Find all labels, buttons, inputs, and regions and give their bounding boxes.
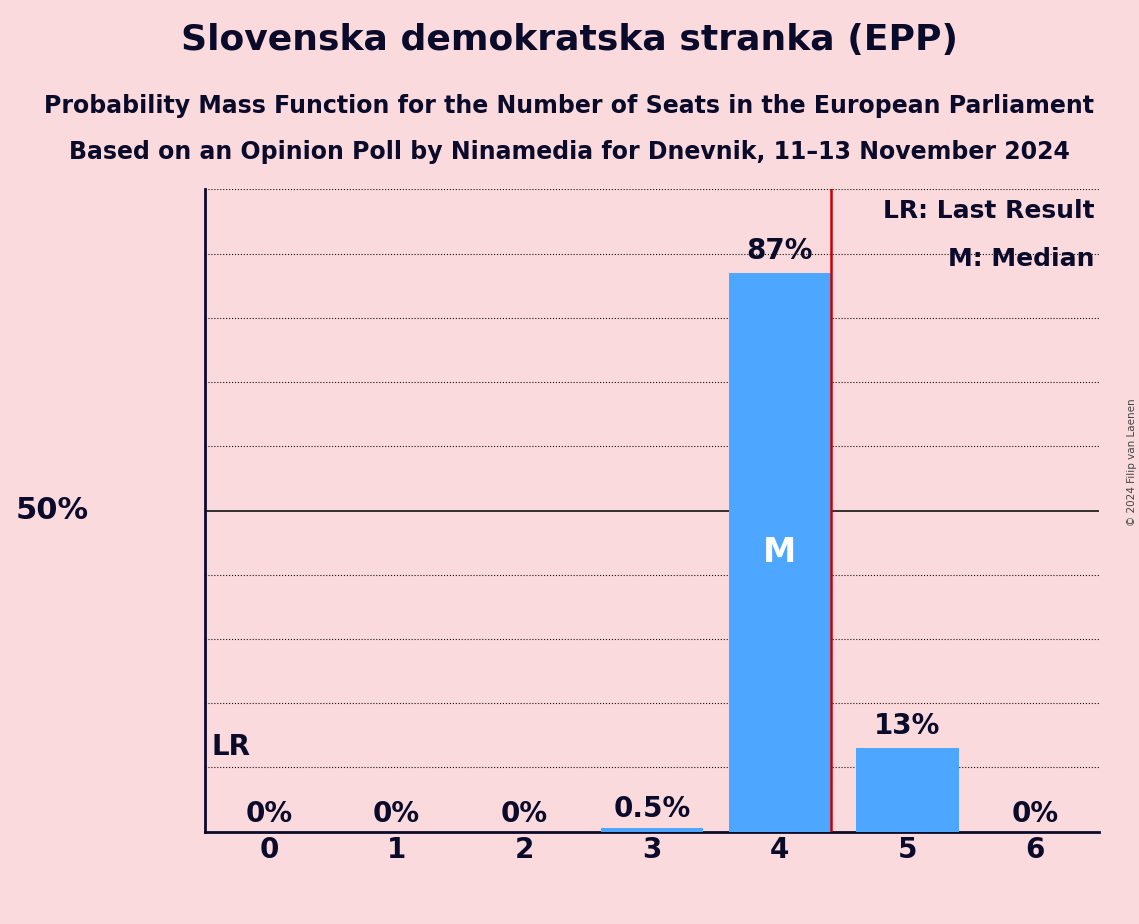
Text: Probability Mass Function for the Number of Seats in the European Parliament: Probability Mass Function for the Number… <box>44 94 1095 118</box>
Text: LR: LR <box>212 733 251 761</box>
Text: Based on an Opinion Poll by Ninamedia for Dnevnik, 11–13 November 2024: Based on an Opinion Poll by Ninamedia fo… <box>69 140 1070 164</box>
Text: 0%: 0% <box>374 800 420 828</box>
Text: © 2024 Filip van Laenen: © 2024 Filip van Laenen <box>1126 398 1137 526</box>
Text: Slovenska demokratska stranka (EPP): Slovenska demokratska stranka (EPP) <box>181 23 958 57</box>
Text: 0%: 0% <box>501 800 548 828</box>
Bar <box>729 273 830 832</box>
Text: 0%: 0% <box>245 800 293 828</box>
Text: 13%: 13% <box>875 712 941 740</box>
Text: 0%: 0% <box>1011 800 1059 828</box>
Text: M: Median: M: Median <box>948 248 1095 272</box>
Bar <box>601 829 703 832</box>
Text: 50%: 50% <box>16 496 89 525</box>
Text: 0.5%: 0.5% <box>614 796 690 823</box>
Bar <box>857 748 959 832</box>
Text: LR: Last Result: LR: Last Result <box>883 199 1095 223</box>
Text: M: M <box>763 536 796 569</box>
Text: 87%: 87% <box>746 237 813 265</box>
